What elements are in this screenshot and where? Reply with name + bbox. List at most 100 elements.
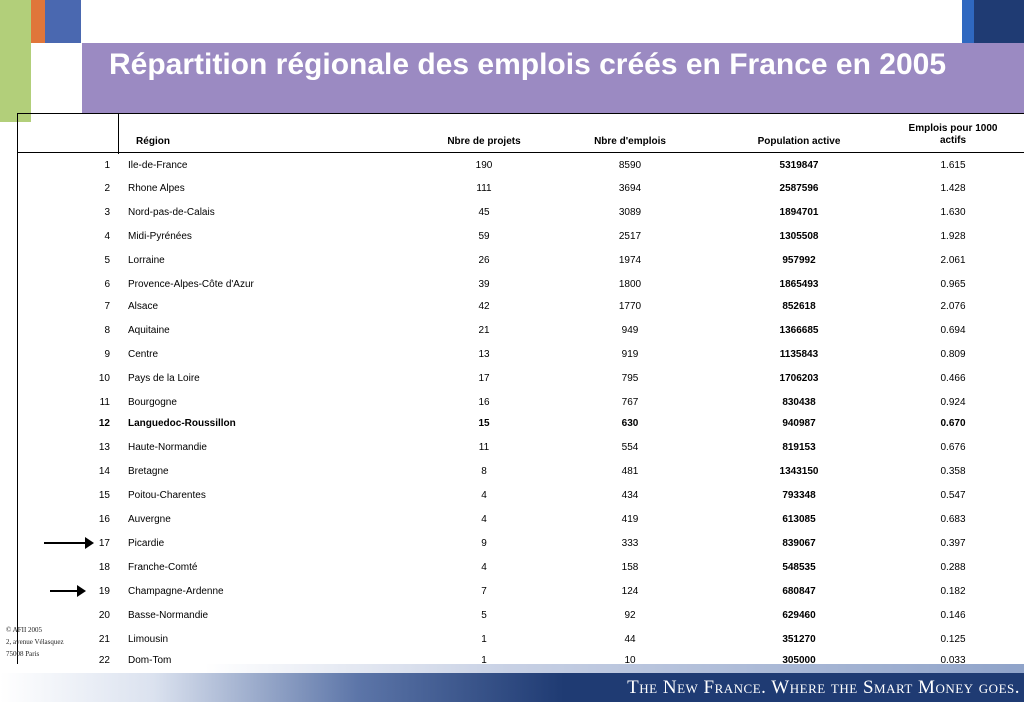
table-row: 10 Pays de la Loire 17 795 1706203 0.466 — [18, 369, 1024, 389]
cell-projets: 42 — [478, 301, 490, 312]
copyright-line: © AFII 2005 — [6, 626, 43, 634]
cell-ratio: 1.615 — [940, 160, 966, 171]
cell-ratio: 2.076 — [940, 301, 966, 312]
cell-ratio: 0.924 — [940, 397, 966, 408]
cell-ratio: 0.358 — [940, 466, 966, 477]
cell-population: 1706203 — [779, 373, 819, 384]
footer-band — [0, 673, 1024, 702]
cell-ratio: 0.670 — [940, 418, 966, 429]
cell-region: Limousin — [128, 634, 169, 645]
cell-rank: 8 — [104, 325, 110, 336]
table-row: 3 Nord-pas-de-Calais 45 3089 1894701 1.630 — [18, 203, 1024, 223]
cell-projets: 26 — [478, 255, 490, 266]
cell-ratio: 0.125 — [940, 634, 966, 645]
cell-projets: 1 — [481, 634, 487, 645]
cell-projets: 111 — [476, 183, 492, 194]
cell-projets: 21 — [478, 325, 490, 336]
table-row: 16 Auvergne 4 419 613085 0.683 — [18, 510, 1024, 530]
decor-blue-bar — [45, 0, 81, 43]
cell-emplois: 1974 — [618, 255, 642, 266]
cell-region: Dom-Tom — [128, 655, 172, 666]
cell-rank: 9 — [104, 349, 110, 360]
table-row: 18 Franche-Comté 4 158 548535 0.288 — [18, 558, 1024, 578]
cell-emplois: 481 — [621, 466, 639, 477]
cell-emplois: 2517 — [618, 231, 642, 242]
cell-rank: 5 — [104, 255, 110, 266]
cell-emplois: 1800 — [618, 279, 642, 290]
cell-ratio: 0.182 — [940, 586, 966, 597]
cell-emplois: 630 — [621, 418, 639, 429]
table-row: 9 Centre 13 919 1135843 0.809 — [18, 345, 1024, 365]
cell-emplois: 158 — [621, 562, 639, 573]
cell-region: Alsace — [128, 301, 159, 312]
cell-region: Rhone Alpes — [128, 183, 185, 194]
cell-region: Centre — [128, 349, 159, 360]
cell-rank: 12 — [98, 418, 110, 429]
cell-ratio: 0.965 — [940, 279, 966, 290]
cell-ratio: 0.288 — [940, 562, 966, 573]
cell-rank: 15 — [98, 490, 110, 501]
cell-emplois: 419 — [621, 514, 639, 525]
table-row: 19 Champagne-Ardenne 7 124 680847 0.182 — [18, 582, 1024, 602]
regional-jobs-table: Région Nbre de projets Nbre d'emplois Po… — [17, 113, 1024, 696]
cell-region: Bretagne — [128, 466, 169, 477]
table-row: 7 Alsace 42 1770 852618 2.076 — [18, 297, 1024, 317]
table-row: 14 Bretagne 8 481 1343150 0.358 — [18, 462, 1024, 482]
cell-rank: 14 — [98, 466, 110, 477]
cell-region: Languedoc-Roussillon — [128, 418, 236, 429]
cell-emplois: 434 — [621, 490, 639, 501]
table-row: 15 Poitou-Charentes 4 434 793348 0.547 — [18, 486, 1024, 506]
cell-population: 957992 — [782, 255, 816, 266]
cell-projets: 13 — [478, 349, 490, 360]
table-row: 2 Rhone Alpes 111 3694 2587596 1.428 — [18, 179, 1024, 199]
cell-emplois: 554 — [621, 442, 639, 453]
table-row: 11 Bourgogne 16 767 830438 0.924 — [18, 393, 1024, 413]
cell-population: 680847 — [782, 586, 816, 597]
header-projets: Nbre de projets — [447, 136, 521, 147]
cell-emplois: 1770 — [618, 301, 642, 312]
cell-population: 5319847 — [779, 160, 819, 171]
cell-region: Pays de la Loire — [128, 373, 200, 384]
cell-ratio: 0.676 — [940, 442, 966, 453]
cell-projets: 15 — [478, 418, 490, 429]
cell-region: Aquitaine — [128, 325, 170, 336]
cell-region: Basse-Normandie — [128, 610, 209, 621]
cell-ratio: 2.061 — [940, 255, 966, 266]
cell-population: 830438 — [782, 397, 816, 408]
cell-projets: 4 — [481, 514, 487, 525]
cell-emplois: 44 — [624, 634, 636, 645]
cell-population: 548535 — [782, 562, 816, 573]
cell-population: 305000 — [782, 655, 816, 666]
cell-population: 793348 — [782, 490, 816, 501]
table-header-divider — [118, 114, 119, 154]
cell-emplois: 767 — [621, 397, 639, 408]
footer-strip — [0, 664, 1024, 673]
arrow-champagne-icon — [50, 585, 86, 597]
cell-projets: 5 — [481, 610, 487, 621]
cell-region: Nord-pas-de-Calais — [128, 207, 215, 218]
decor-right-navy-bar — [974, 0, 1024, 43]
cell-emplois: 3089 — [618, 207, 642, 218]
cell-population: 1343150 — [779, 466, 819, 477]
cell-rank: 7 — [104, 301, 110, 312]
cell-ratio: 0.809 — [940, 349, 966, 360]
cell-projets: 17 — [478, 373, 490, 384]
table-row: 1 Ile-de-France 190 8590 5319847 1.615 — [18, 156, 1024, 176]
cell-projets: 8 — [481, 466, 487, 477]
cell-region: Poitou-Charentes — [128, 490, 206, 501]
cell-rank: 19 — [98, 586, 110, 597]
cell-ratio: 0.683 — [940, 514, 966, 525]
header-underline — [18, 152, 1024, 153]
cell-emplois: 333 — [621, 538, 639, 549]
cell-region: Bourgogne — [128, 397, 177, 408]
cell-population: 852618 — [782, 301, 816, 312]
cell-region: Provence-Alpes-Côte d'Azur — [128, 279, 254, 290]
footer-slogan: The New France. Where the Smart Money go… — [627, 677, 1020, 698]
cell-rank: 6 — [104, 279, 110, 290]
page-title: Répartition régionale des emplois créés … — [109, 48, 946, 81]
cell-population: 839067 — [782, 538, 816, 549]
cell-projets: 16 — [478, 397, 490, 408]
cell-population: 1865493 — [779, 279, 819, 290]
header-ratio: Emplois pour 1000 actifs — [908, 123, 998, 146]
cell-rank: 17 — [98, 538, 110, 549]
